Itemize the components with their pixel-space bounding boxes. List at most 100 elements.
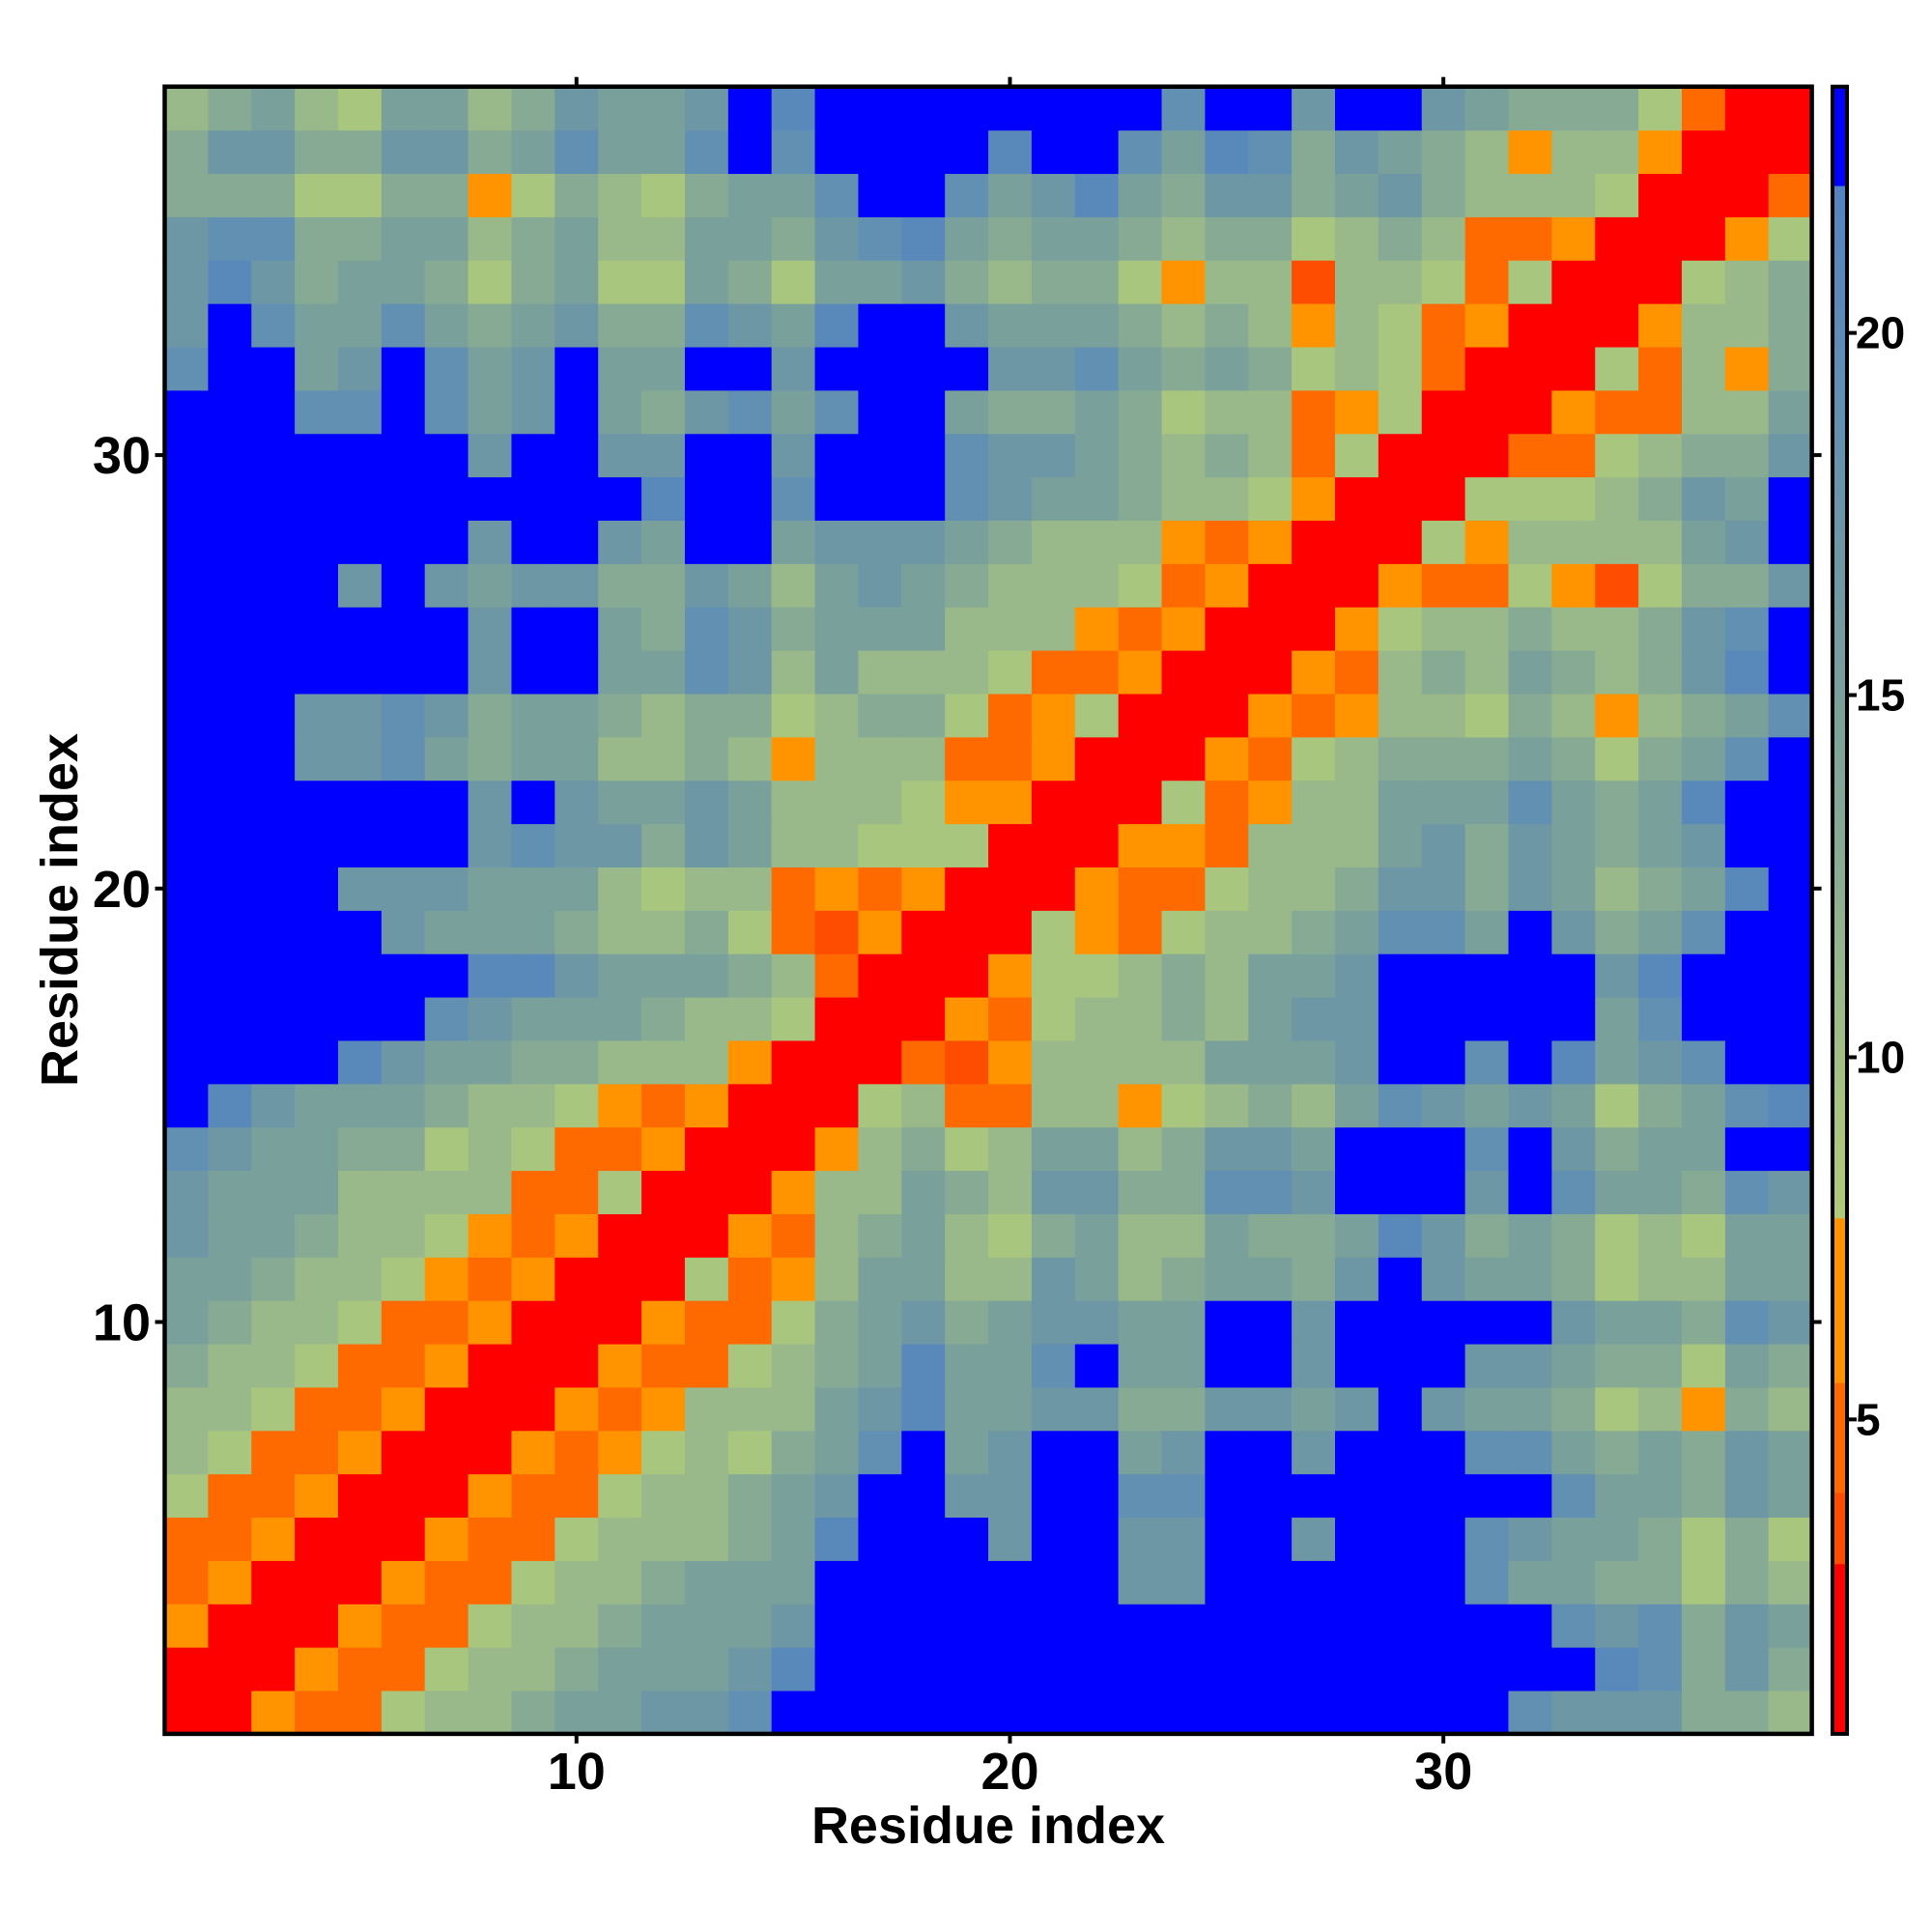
colorbar-segment (1833, 640, 1847, 648)
colorbar-segment (1833, 1612, 1847, 1620)
heatmap-cell (771, 1257, 816, 1301)
colorbar-segment (1833, 1162, 1847, 1169)
heatmap-cell (598, 1039, 642, 1085)
heatmap-cell (208, 1473, 252, 1519)
heatmap-cell (1378, 996, 1423, 1041)
heatmap-cell (1292, 1560, 1336, 1605)
heatmap-cell (1681, 780, 1726, 825)
heatmap-cell (1551, 1604, 1596, 1648)
colorbar-segment (1833, 1289, 1847, 1295)
heatmap-cell (1161, 1083, 1207, 1128)
heatmap-cell (1205, 389, 1249, 435)
colorbar-segment (1833, 1086, 1847, 1093)
heatmap-cell (598, 1647, 642, 1691)
heatmap-cell (641, 650, 686, 695)
heatmap-cell (1378, 1126, 1423, 1172)
heatmap-cell (1118, 1257, 1163, 1301)
heatmap-cell (511, 780, 555, 825)
heatmap-cell (1768, 1126, 1813, 1172)
colorbar-segment (1833, 262, 1847, 269)
heatmap-cell (1118, 346, 1163, 391)
heatmap-cell (1031, 780, 1076, 825)
heatmap-cell (1292, 346, 1336, 391)
heatmap-cell (251, 1604, 296, 1648)
heatmap-cell (641, 433, 686, 478)
colorbar-segment (1833, 624, 1847, 631)
heatmap-cell (1768, 650, 1813, 695)
colorbar-segment (1833, 476, 1847, 483)
heatmap-cell (337, 260, 383, 304)
heatmap-cell (1681, 1257, 1726, 1301)
heatmap-cell (1378, 129, 1423, 175)
heatmap-cell (1074, 389, 1120, 435)
heatmap-cell (511, 1083, 555, 1128)
heatmap-cell (988, 1690, 1033, 1735)
heatmap-cell (1074, 303, 1120, 348)
heatmap-cell (208, 953, 252, 998)
colorbar-tick-label: 15 (1856, 670, 1905, 721)
heatmap-cell (598, 520, 642, 564)
heatmap-cell (901, 823, 946, 867)
heatmap-cell (1681, 823, 1726, 867)
heatmap-cell (945, 1560, 989, 1605)
heatmap-cell (945, 1083, 989, 1128)
heatmap-cell (1378, 303, 1423, 348)
heatmap-cell (1292, 433, 1336, 478)
heatmap-cell (945, 650, 989, 695)
colorbar-segment (1833, 1074, 1847, 1082)
heatmap-cell (1768, 389, 1813, 435)
heatmap-cell (1768, 1300, 1813, 1345)
heatmap-cell (1031, 1517, 1076, 1561)
colorbar (1833, 86, 1857, 1735)
heatmap-cell (1074, 1170, 1120, 1214)
heatmap-cell (251, 1386, 296, 1432)
heatmap-cell (1292, 1604, 1336, 1648)
colorbar-segment (1833, 548, 1847, 554)
heatmap-cell (251, 823, 296, 867)
heatmap-cell (1335, 216, 1379, 261)
heatmap-cell (295, 216, 339, 261)
heatmap-cell (641, 607, 686, 651)
heatmap-cell (641, 1126, 686, 1172)
heatmap-cell (988, 953, 1033, 998)
heatmap-cell (641, 216, 686, 261)
heatmap-cell (511, 607, 555, 651)
heatmap-cell (1161, 693, 1207, 738)
heatmap-cell (1335, 650, 1379, 695)
heatmap-cell (641, 1083, 686, 1128)
heatmap-cell (295, 1300, 339, 1345)
heatmap-cell (771, 607, 816, 651)
heatmap-cell (208, 867, 252, 911)
heatmap-cell (641, 996, 686, 1041)
heatmap-cell (1768, 1170, 1813, 1214)
heatmap-cell (468, 780, 513, 825)
heatmap-cell (1768, 520, 1813, 564)
colorbar-segment (1833, 827, 1847, 835)
heatmap-cell (164, 1517, 209, 1561)
heatmap-cell (1378, 1647, 1423, 1691)
heatmap-cell (1595, 1386, 1639, 1432)
heatmap-cell (1464, 1213, 1510, 1258)
heatmap-cell (858, 823, 902, 867)
heatmap-cell (251, 780, 296, 825)
heatmap-cell (988, 1343, 1033, 1388)
heatmap-cell (208, 1560, 252, 1605)
heatmap-cell (1292, 910, 1336, 954)
heatmap-cell (208, 1300, 252, 1345)
heatmap-cell (424, 433, 469, 478)
heatmap-cell (901, 1257, 946, 1301)
colorbar-segment (1833, 470, 1847, 477)
heatmap-cell (771, 953, 816, 998)
heatmap-cell (1508, 780, 1552, 825)
heatmap-cell (901, 780, 946, 825)
heatmap-cell (1508, 650, 1552, 695)
heatmap-cell (727, 303, 773, 348)
heatmap-cell (814, 86, 860, 131)
colorbar-segment (1833, 1464, 1847, 1471)
heatmap-cell (424, 1039, 469, 1085)
colorbar-segment (1833, 778, 1847, 785)
heatmap-cell (858, 1386, 902, 1432)
heatmap-cell (1248, 1517, 1293, 1561)
heatmap-cell (1595, 1257, 1639, 1301)
heatmap-cell (251, 693, 296, 738)
